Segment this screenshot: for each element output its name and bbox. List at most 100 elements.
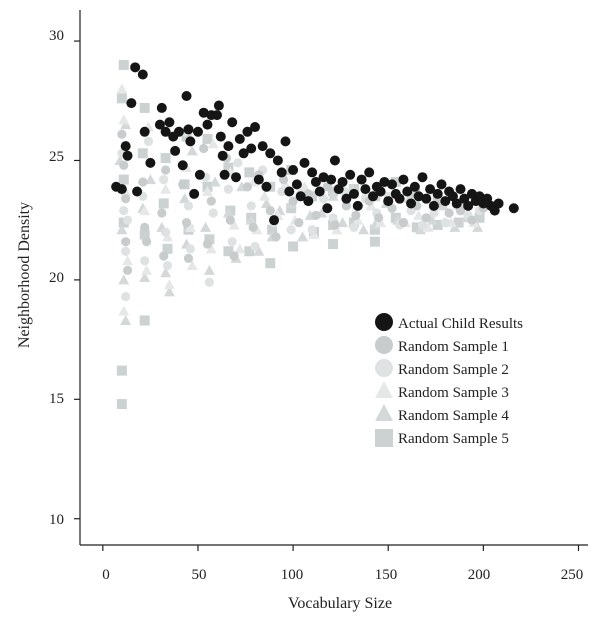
- legend-label-sample3: Random Sample 3: [398, 385, 509, 401]
- data-point-sample-1: [303, 189, 313, 199]
- data-point-sample-5: [369, 224, 380, 235]
- data-point-sample-2: [122, 215, 133, 225]
- data-point-sample-4: [203, 264, 215, 275]
- legend: Actual Child Results Random Sample 1 Ran…: [375, 313, 523, 447]
- data-point-sample-4: [200, 221, 212, 232]
- tick-labels: 10 15 20 25 30 0 50 100 150 200 250: [49, 28, 583, 583]
- data-point-sample-1: [229, 251, 239, 261]
- data-point-actual: [223, 141, 234, 152]
- data-point-sample-1: [138, 177, 148, 187]
- data-point-actual: [428, 200, 439, 211]
- data-point-sample-2: [417, 220, 428, 230]
- data-point-sample-3: [259, 190, 271, 201]
- data-point-actual: [455, 184, 466, 195]
- x-tick-label: 50: [192, 567, 207, 583]
- data-point-actual: [227, 117, 238, 128]
- data-point-sample-2: [162, 260, 173, 271]
- data-point-actual: [145, 157, 156, 168]
- y-axis-title: Neighborhood Density: [16, 202, 33, 348]
- data-point-sample-5: [223, 162, 234, 173]
- data-point-sample-2: [349, 222, 359, 232]
- data-point-sample-4: [160, 267, 172, 278]
- data-point-sample-2: [227, 237, 237, 247]
- data-point-sample-3: [331, 224, 343, 235]
- data-point-sample-2: [121, 246, 131, 256]
- data-point-actual: [348, 188, 359, 199]
- data-point-actual: [451, 198, 462, 209]
- data-point-actual: [160, 126, 171, 137]
- data-point-actual: [383, 196, 394, 207]
- data-point-sample-5: [116, 365, 127, 376]
- data-point-sample-2: [140, 256, 150, 266]
- data-point-actual: [360, 184, 371, 195]
- data-point-sample-3: [186, 260, 198, 271]
- data-point-sample-1: [157, 208, 167, 218]
- data-point-actual: [177, 160, 188, 171]
- data-point-sample-1: [294, 217, 304, 228]
- points-layer: [111, 59, 519, 410]
- data-point-sample-5: [225, 205, 236, 216]
- data-point-sample-1: [398, 217, 409, 228]
- data-point-actual: [432, 188, 443, 199]
- data-point-sample-1: [121, 194, 131, 204]
- data-point-actual: [368, 191, 379, 202]
- data-point-sample-3: [118, 114, 130, 125]
- data-point-sample-1: [351, 210, 361, 221]
- data-point-sample-4: [144, 174, 156, 185]
- data-point-sample-5: [162, 243, 173, 254]
- data-point-sample-5: [116, 399, 127, 410]
- x-tick-label: 0: [102, 567, 110, 583]
- data-point-actual: [183, 124, 194, 135]
- axes: [79, 10, 588, 546]
- data-point-actual: [345, 169, 356, 180]
- data-point-sample-5: [453, 217, 464, 228]
- data-point-actual: [280, 136, 291, 147]
- data-point-sample-3: [163, 279, 175, 290]
- data-point-sample-1: [444, 208, 454, 218]
- data-point-sample-4: [118, 274, 130, 285]
- data-point-sample-3: [162, 231, 174, 242]
- data-point-actual: [295, 191, 306, 202]
- legend-marker-sample4: [375, 404, 393, 421]
- y-tick-label: 20: [49, 270, 64, 286]
- data-point-sample-2: [250, 241, 260, 252]
- data-point-sample-5: [158, 198, 169, 209]
- data-point-actual: [139, 126, 150, 137]
- data-point-sample-2: [119, 206, 129, 216]
- data-point-actual: [231, 172, 242, 183]
- data-point-actual: [375, 186, 386, 197]
- data-point-sample-1: [341, 201, 351, 211]
- x-tick-label: 100: [281, 567, 304, 583]
- legend-marker-sample2: [375, 359, 393, 377]
- data-point-actual: [329, 155, 340, 166]
- data-point-sample-3: [365, 200, 377, 211]
- data-point-actual: [409, 181, 420, 192]
- data-point-actual: [299, 157, 310, 168]
- data-point-actual: [398, 174, 409, 185]
- data-point-sample-3: [228, 219, 240, 230]
- data-point-actual: [122, 150, 133, 161]
- data-point-sample-4: [139, 272, 151, 282]
- y-tick-label: 25: [49, 149, 64, 165]
- data-point-actual: [126, 98, 137, 109]
- data-point-sample-2: [318, 194, 329, 204]
- data-point-actual: [318, 172, 329, 183]
- data-point-sample-3: [234, 243, 246, 254]
- data-point-sample-5: [139, 315, 150, 326]
- data-point-sample-2: [286, 225, 296, 235]
- data-point-actual: [173, 126, 184, 137]
- data-point-sample-5: [244, 246, 255, 257]
- data-point-sample-5: [116, 93, 127, 104]
- data-point-sample-2: [204, 277, 214, 287]
- data-point-sample-1: [455, 206, 466, 216]
- data-point-actual: [310, 176, 321, 187]
- data-point-actual: [194, 169, 205, 180]
- data-point-sample-5: [204, 234, 215, 245]
- data-point-actual: [120, 141, 131, 152]
- data-point-sample-1: [387, 203, 397, 213]
- legend-marker-sample5: [375, 429, 393, 447]
- data-point-sample-1: [181, 217, 192, 228]
- data-point-sample-4: [163, 286, 175, 297]
- data-point-sample-1: [178, 179, 188, 189]
